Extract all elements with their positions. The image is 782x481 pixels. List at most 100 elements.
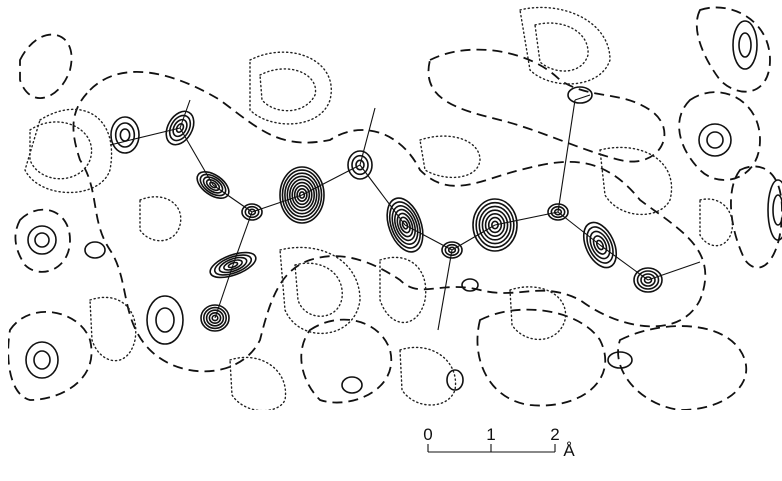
bond xyxy=(359,164,406,226)
contour-ring xyxy=(396,212,414,238)
zero-contour xyxy=(72,71,707,373)
contour-ring xyxy=(279,166,325,224)
negative-contour xyxy=(229,356,287,410)
zero-contour xyxy=(617,325,747,410)
bond xyxy=(109,127,181,146)
scale-label: 2 xyxy=(550,425,559,444)
contour-ring xyxy=(286,175,318,215)
contour-ring xyxy=(772,194,782,226)
bond xyxy=(599,244,649,281)
contour-ring xyxy=(586,226,614,264)
contour-ring xyxy=(168,114,192,142)
contour-ring xyxy=(146,295,184,345)
bond xyxy=(214,264,234,319)
contour-ring xyxy=(209,251,257,279)
negative-contour xyxy=(534,22,589,72)
contour-ring xyxy=(567,86,593,104)
contour-ring xyxy=(399,216,411,234)
bond xyxy=(251,194,303,213)
contour-ring xyxy=(738,32,752,58)
negative-contour xyxy=(509,286,567,341)
contour-ring xyxy=(213,254,253,276)
contour-ring xyxy=(223,259,243,271)
contour-ring xyxy=(291,181,313,209)
contour-ring xyxy=(341,376,363,394)
contour-ring xyxy=(732,20,758,70)
negative-contour xyxy=(699,198,734,247)
contour-ring xyxy=(247,208,257,216)
zero-contour xyxy=(695,6,771,93)
contour-ring xyxy=(33,350,51,370)
contour-ring xyxy=(119,128,131,142)
negative-contour xyxy=(249,51,332,125)
contour-ring xyxy=(589,230,611,260)
bond xyxy=(212,184,253,213)
contour-ring xyxy=(218,256,248,274)
contour-ring xyxy=(84,241,106,259)
bond xyxy=(437,249,453,331)
positive-peaks xyxy=(25,20,782,394)
bond xyxy=(557,211,601,246)
contour-ring xyxy=(205,309,225,327)
negative-contour xyxy=(399,346,457,406)
contour-ring xyxy=(227,261,239,269)
contour-ring xyxy=(211,314,219,322)
bond xyxy=(232,211,253,266)
contour-ring xyxy=(355,159,365,171)
contour-ring xyxy=(296,187,308,203)
negative-contour xyxy=(419,135,481,179)
contour-ring xyxy=(347,150,373,180)
negative-contour xyxy=(279,246,361,334)
zero-contour xyxy=(300,318,393,404)
contour-ring xyxy=(175,123,185,133)
contour-ring xyxy=(288,178,316,212)
contour-ring xyxy=(208,311,222,324)
contour-ring xyxy=(388,201,422,249)
contour-ring xyxy=(643,276,653,284)
contour-ring xyxy=(281,169,323,221)
scale-unit: Å xyxy=(563,441,575,460)
molecule-skeleton xyxy=(109,94,701,331)
contour-ring xyxy=(491,220,499,230)
contour-ring xyxy=(203,306,228,330)
contour-ring xyxy=(172,118,188,138)
contour-ring xyxy=(484,213,506,237)
zero-contour xyxy=(14,208,71,273)
contour-ring xyxy=(27,225,57,255)
contour-ring xyxy=(25,341,59,379)
contour-ring xyxy=(767,179,782,241)
negative-contour xyxy=(294,262,343,317)
zero-contour xyxy=(476,308,607,407)
contour-map xyxy=(8,6,782,410)
contour-ring xyxy=(547,203,569,221)
contour-ring xyxy=(636,270,660,290)
contour-ring xyxy=(607,351,633,369)
contour-ring xyxy=(401,220,409,230)
contour-ring xyxy=(351,154,369,176)
bond xyxy=(301,164,361,196)
contour-ring xyxy=(110,116,140,154)
contour-ring xyxy=(487,216,503,234)
contour-ring xyxy=(595,239,605,251)
bond xyxy=(359,107,376,166)
bond xyxy=(647,261,701,281)
contour-ring xyxy=(706,131,724,149)
contour-ring xyxy=(386,197,424,253)
bond xyxy=(494,211,559,226)
contour-ring xyxy=(446,369,464,391)
negative-contour xyxy=(259,68,317,112)
bond xyxy=(451,224,496,251)
negative-contour xyxy=(139,196,182,242)
negative-contour xyxy=(89,296,137,362)
contour-ring xyxy=(155,307,175,333)
contour-ring xyxy=(444,243,460,257)
bond xyxy=(404,224,453,251)
contour-ring xyxy=(472,198,518,252)
zero-contour xyxy=(678,91,761,181)
bond xyxy=(557,99,576,213)
negative-contour xyxy=(519,6,611,85)
negative-contour xyxy=(24,108,113,194)
scale-label: 0 xyxy=(423,425,432,444)
contour-ring xyxy=(284,172,320,218)
